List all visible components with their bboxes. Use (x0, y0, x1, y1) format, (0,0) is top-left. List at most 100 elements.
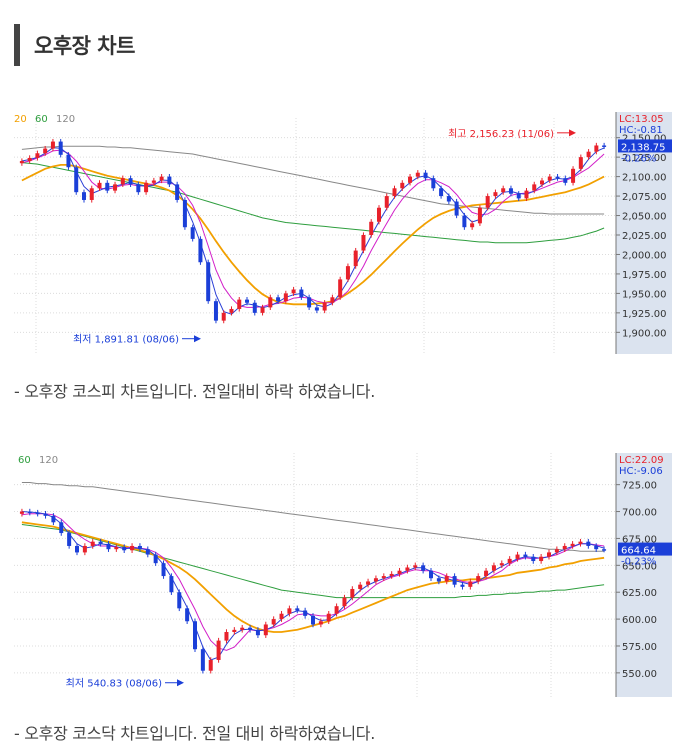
candle-body (322, 302, 327, 311)
candle (182, 197, 187, 230)
y-tick-label: 2,100.00 (622, 173, 667, 184)
candle (248, 624, 253, 633)
candle-body (594, 545, 599, 550)
candle-body (113, 184, 118, 191)
candle-body (206, 262, 211, 302)
ma-legend-60: 60 (18, 455, 31, 466)
candle-body (136, 184, 141, 193)
candle (397, 567, 402, 577)
candle (35, 509, 40, 517)
candle-body (151, 180, 156, 183)
candle (98, 538, 103, 547)
candle-body (198, 238, 203, 263)
candle (358, 581, 363, 592)
candle-body (106, 543, 111, 550)
candle (240, 624, 245, 633)
kospi-caption: - 오후장 코스피 차트입니다. 전일대비 하락 하였습니다. (14, 382, 376, 401)
candle (291, 286, 296, 297)
candle-body (366, 581, 371, 585)
candle (268, 294, 273, 311)
candle-body (578, 541, 583, 544)
kospi-chart: 2,150.00 2,125.00 2,100.00 2,075.00 2,050.00… (14, 112, 672, 354)
candle-body (240, 627, 245, 630)
candle-body (268, 297, 273, 308)
candle (436, 575, 441, 585)
candle-body (122, 547, 127, 551)
candle-body (532, 184, 537, 191)
candle-body (245, 299, 250, 303)
candle-body (586, 541, 591, 546)
candle-body (516, 193, 521, 199)
candle (237, 297, 242, 312)
candle (408, 173, 413, 186)
candle (43, 145, 48, 156)
candle-body (159, 176, 164, 181)
candle-body (98, 541, 103, 544)
candle-body (59, 522, 64, 534)
candle-body (177, 592, 182, 609)
candle (460, 581, 465, 590)
candle-body (237, 299, 242, 309)
candle-body (431, 178, 436, 189)
candle-body (51, 515, 56, 523)
candle (516, 191, 521, 202)
candle-body (531, 556, 536, 562)
candle (311, 613, 315, 628)
candle-body (444, 576, 449, 582)
candle-body (353, 250, 358, 267)
candle (353, 247, 358, 269)
candle (523, 551, 528, 560)
candle-body (586, 151, 591, 158)
low-annotation: 최저 540.83 (08/06) (66, 678, 162, 690)
candle (326, 610, 331, 624)
candle-body (200, 649, 205, 671)
candle-body (515, 554, 520, 559)
candle-body (318, 621, 323, 625)
candle-body (276, 297, 281, 302)
candle-body (314, 307, 319, 311)
candle (350, 586, 355, 601)
candle-body (287, 608, 292, 614)
candle (532, 181, 537, 194)
candle (232, 627, 237, 635)
candle (454, 198, 459, 219)
candle (524, 188, 529, 202)
candle-body (161, 563, 166, 577)
candle (540, 177, 545, 188)
candle-body (216, 640, 221, 660)
y-tick-label: 675.00 (622, 534, 657, 545)
candle (602, 546, 607, 553)
candle-body (224, 632, 229, 641)
candle (260, 304, 265, 316)
candle-body (408, 176, 413, 183)
candle (279, 610, 284, 622)
candle-body (90, 541, 95, 546)
candle (159, 173, 164, 184)
candle (314, 304, 319, 314)
candle (507, 556, 512, 566)
candle-body (27, 157, 32, 162)
candle (381, 573, 386, 581)
candle (369, 219, 374, 238)
chart-svg: 725.00 700.00 675.00 650.00 625.00 600.00 575.… (14, 453, 672, 697)
current-change-label: -0.26% (621, 153, 656, 164)
candle (51, 513, 56, 526)
current-price-box (618, 542, 672, 556)
candle-body (291, 289, 296, 294)
candle (27, 508, 32, 516)
ma120-line (21, 482, 605, 552)
candle-body (82, 545, 87, 553)
candle (586, 149, 591, 160)
candle-body (555, 176, 560, 179)
candle (446, 193, 451, 205)
candle-body (602, 549, 607, 551)
candle-body (484, 570, 489, 577)
candle (177, 589, 182, 612)
candle-body (326, 613, 331, 622)
low-annotation: 최저 1,891.81 (08/06) (73, 334, 179, 346)
candle-body (389, 573, 394, 577)
candle (206, 259, 211, 304)
candle (493, 189, 498, 199)
y-tick-label: 2,125.00 (622, 153, 667, 164)
candle (330, 294, 335, 306)
